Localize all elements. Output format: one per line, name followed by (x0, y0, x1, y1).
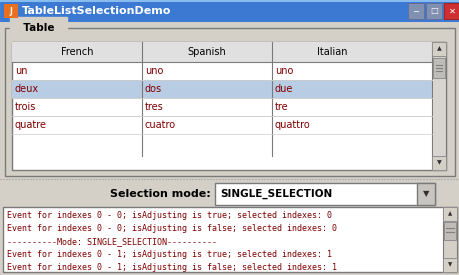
Text: ✕: ✕ (448, 7, 454, 15)
Bar (442, 207, 456, 221)
Text: J: J (10, 7, 12, 15)
Bar (431, 42, 445, 170)
Text: uno: uno (274, 66, 293, 76)
Text: □: □ (429, 7, 437, 15)
Bar (407, 3, 423, 19)
Text: Event for indexes 0 - 1; isAdjusting is true; selected indexes: 1: Event for indexes 0 - 1; isAdjusting is … (7, 250, 331, 259)
Bar (431, 156, 445, 170)
Text: ▼: ▼ (422, 189, 428, 199)
Text: ----------Mode: SINGLE_SELECTION----------: ----------Mode: SINGLE_SELECTION--------… (7, 237, 217, 246)
Bar (432, 58, 444, 78)
Bar (4, 4, 18, 18)
Text: dos: dos (145, 84, 162, 94)
Text: Table: Table (16, 23, 62, 33)
Text: ▲: ▲ (447, 211, 451, 216)
Text: trois: trois (15, 102, 36, 112)
Bar (425, 3, 441, 19)
Text: due: due (274, 84, 293, 94)
Text: SINGLE_SELECTION: SINGLE_SELECTION (219, 189, 331, 199)
Text: ─: ─ (413, 7, 418, 15)
Text: uno: uno (145, 66, 163, 76)
Bar (442, 258, 456, 272)
Bar (432, 78, 444, 156)
Bar (3, 207, 456, 272)
Text: Event for indexes 0 - 0; isAdjusting is true; selected indexes: 0: Event for indexes 0 - 0; isAdjusting is … (7, 211, 331, 220)
Text: tres: tres (145, 102, 163, 112)
Text: Event for indexes 0 - 0; isAdjusting is false; selected indexes: 0: Event for indexes 0 - 0; isAdjusting is … (7, 224, 336, 233)
Bar (442, 207, 456, 272)
Text: Spanish: Spanish (187, 47, 226, 57)
Bar (12, 42, 431, 62)
Text: deux: deux (15, 84, 39, 94)
Text: TableListSelectionDemo: TableListSelectionDemo (22, 6, 171, 16)
Bar (443, 222, 455, 240)
Bar (12, 80, 431, 98)
Bar (0, 0, 459, 2)
Text: quattro: quattro (274, 120, 310, 130)
Bar (214, 183, 434, 205)
Text: Italian: Italian (316, 47, 347, 57)
Text: cuatro: cuatro (145, 120, 176, 130)
Bar (5, 28, 454, 176)
Bar (12, 42, 445, 170)
Text: Selection mode:: Selection mode: (110, 189, 210, 199)
Bar (416, 183, 434, 205)
Bar (431, 42, 445, 56)
Text: quatre: quatre (15, 120, 47, 130)
Text: Event for indexes 0 - 1; isAdjusting is false; selected indexes: 1: Event for indexes 0 - 1; isAdjusting is … (7, 263, 336, 272)
Text: tre: tre (274, 102, 288, 112)
Bar (443, 3, 459, 19)
Text: un: un (15, 66, 28, 76)
Text: ▼: ▼ (436, 161, 441, 166)
Text: French: French (61, 47, 93, 57)
Text: ▲: ▲ (436, 46, 441, 51)
Text: ▼: ▼ (447, 263, 451, 268)
